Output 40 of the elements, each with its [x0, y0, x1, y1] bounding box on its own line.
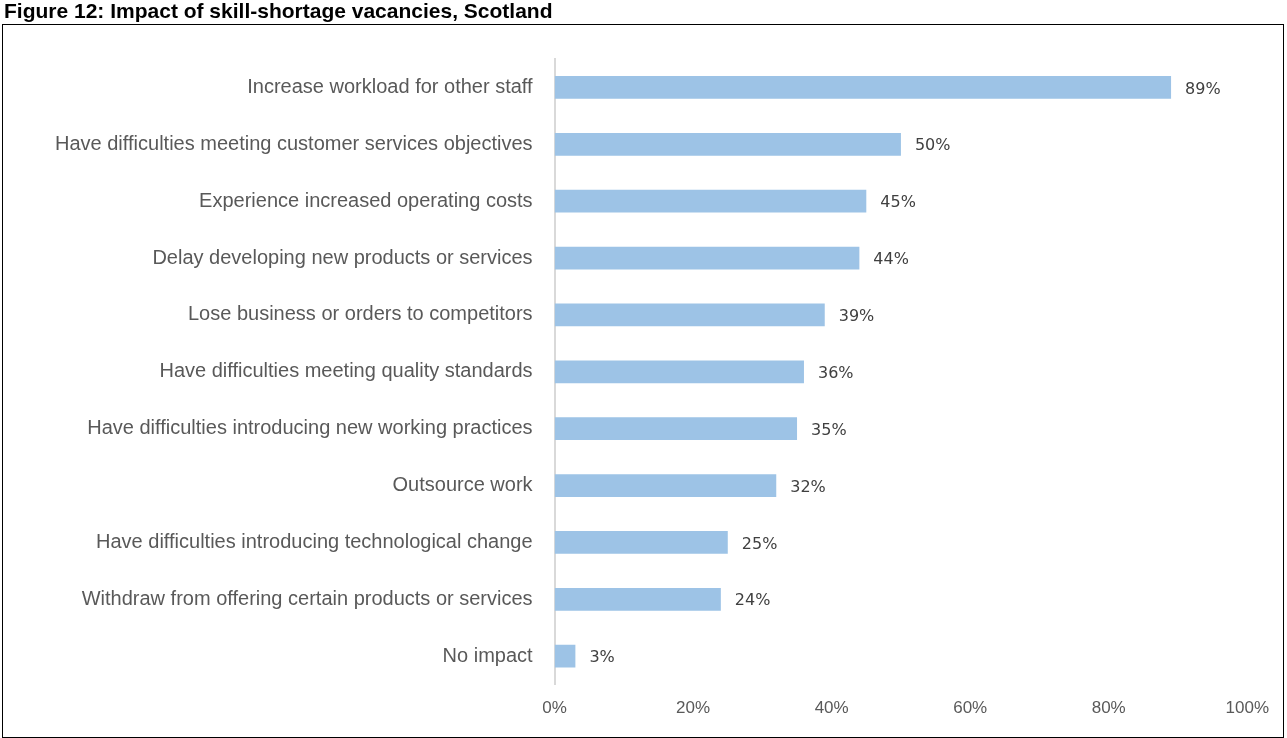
y-tick-label: Experience increased operating costs	[199, 188, 533, 211]
y-tick-label: Increase workload for other staff	[247, 74, 534, 97]
y-tick-label: Delay developing new products or services	[152, 245, 533, 268]
bar	[554, 132, 901, 156]
bar	[554, 474, 777, 497]
data-label: 45%	[880, 192, 916, 212]
x-tick-label: 100%	[1225, 698, 1269, 718]
y-tick-label: Have difficulties meeting customer services objectives	[55, 131, 533, 154]
text: Figure 12: Impact of skill-shortage vacancies, Scotland	[4, 0, 553, 22]
y-tick-label: Have difficulties introducing technological change	[96, 529, 533, 552]
data-label: 36%	[817, 362, 854, 382]
y-tick-label: Outsource work	[392, 473, 534, 496]
bar	[554, 189, 867, 213]
data-label: 32%	[790, 476, 826, 496]
bar	[554, 417, 798, 441]
bar	[554, 303, 825, 327]
y-tick-label: Have difficulties meeting quality standards	[159, 359, 533, 382]
bar	[554, 246, 860, 270]
y-tick-label: No impact	[442, 643, 534, 666]
bar	[554, 76, 1172, 99]
y-tick-label: Lose business or orders to competitors	[188, 302, 533, 325]
y-tick-label: Withdraw from offering certain products or services	[81, 586, 533, 609]
data-label: 25%	[741, 533, 778, 553]
data-label: 89%	[1185, 78, 1221, 98]
y-tick-label: Have difficulties introducing new working practices	[87, 416, 533, 439]
bar	[554, 531, 728, 554]
x-tick-label: 40%	[814, 698, 849, 718]
bar	[554, 360, 804, 384]
data-label: 44%	[873, 249, 909, 269]
bar	[554, 644, 576, 668]
x-tick-label: 60%	[953, 698, 988, 718]
data-label: 50%	[914, 135, 951, 155]
data-label: 24%	[734, 590, 771, 610]
x-tick-label: 0%	[542, 698, 567, 718]
x-tick-label: 20%	[676, 698, 711, 718]
data-label: 3%	[589, 647, 615, 667]
data-label: 35%	[811, 419, 847, 439]
x-tick-label: 80%	[1091, 698, 1126, 718]
data-label: 39%	[838, 306, 875, 326]
bar	[554, 587, 721, 611]
